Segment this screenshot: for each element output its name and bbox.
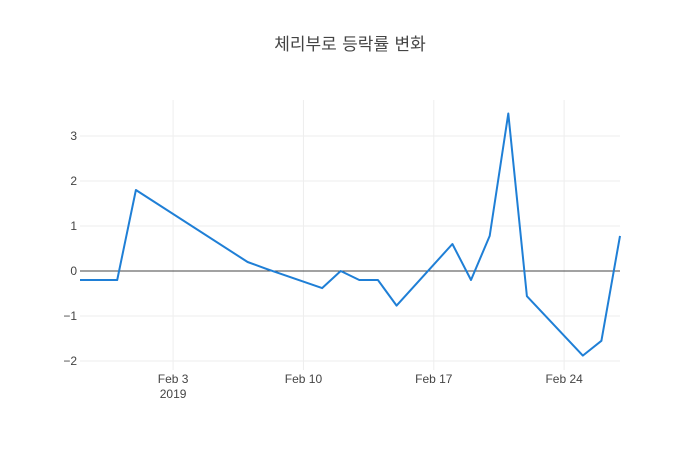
x-tick-sublabel: 2019 xyxy=(160,387,187,401)
x-tick-label: Feb 10 xyxy=(285,372,323,386)
y-tick-label: −1 xyxy=(63,309,77,323)
y-tick-label: −2 xyxy=(63,354,77,368)
y-axis-ticks: 3 2 1 0 −1 −2 xyxy=(63,129,77,368)
y-tick-label: 3 xyxy=(70,129,77,143)
x-tick-label: Feb 24 xyxy=(545,372,583,386)
y-tick-label: 1 xyxy=(70,219,77,233)
y-tick-label: 0 xyxy=(70,264,77,278)
x-tick-label: Feb 17 xyxy=(415,372,453,386)
series xyxy=(80,112,621,357)
y-tick-label: 2 xyxy=(70,174,77,188)
series-line xyxy=(80,112,621,357)
x-tick-label: Feb 3 xyxy=(158,372,189,386)
chart-title: 체리부로 등락률 변화 xyxy=(274,35,426,55)
grid xyxy=(80,100,620,370)
